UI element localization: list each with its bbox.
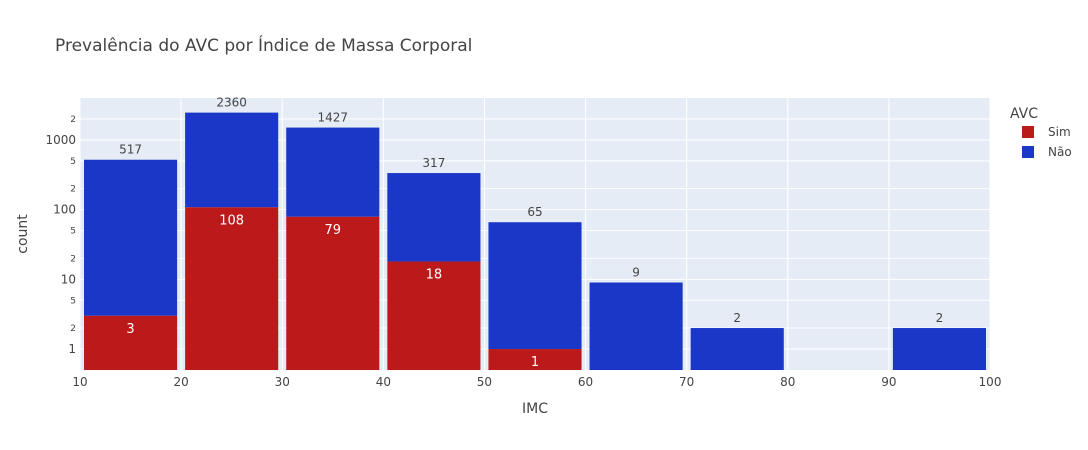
legend-swatch-1 [1022, 146, 1034, 158]
x-axis-title: IMC [522, 401, 548, 417]
bar-sim [488, 349, 582, 370]
y-tick-label: 10 [61, 272, 76, 286]
bar-label-sim: 108 [219, 213, 244, 228]
y-minor-tick-label: 2 [70, 185, 76, 195]
y-tick-label: 1000 [45, 133, 76, 147]
x-tick-label: 60 [578, 375, 593, 389]
y-minor-tick-label: 5 [70, 227, 76, 237]
bar-label-nao: 2 [936, 311, 944, 325]
y-minor-tick-label: 2 [70, 254, 76, 264]
y-minor-tick-label: 5 [70, 157, 76, 167]
bar-nao [488, 222, 582, 350]
x-tick-label: 80 [780, 375, 795, 389]
y-minor-tick-label: 2 [70, 115, 76, 125]
x-tick-label: 30 [275, 375, 290, 389]
x-tick-label: 90 [881, 375, 896, 389]
bar-label-nao: 317 [422, 156, 445, 170]
bar-label-sim: 18 [426, 268, 443, 283]
x-tick-label: 50 [477, 375, 492, 389]
y-minor-tick-label: 2 [70, 324, 76, 334]
bar-sim [84, 315, 178, 370]
chart-title: Prevalência do AVC por Índice de Massa C… [55, 34, 472, 56]
legend-label-0: Sim [1048, 125, 1071, 139]
bar-nao [589, 282, 683, 370]
bar-label-sim: 79 [325, 223, 342, 238]
bar-nao [84, 159, 178, 316]
legend-swatch-0 [1022, 126, 1034, 138]
bar-nao [185, 112, 279, 208]
x-tick-label: 20 [173, 375, 188, 389]
bar-label-sim: 3 [126, 322, 134, 337]
x-tick-label: 40 [376, 375, 391, 389]
legend-title: AVC [1010, 106, 1038, 122]
bar-label-nao: 65 [527, 205, 542, 219]
bar-nao [690, 328, 784, 370]
bar-label-nao: 2360 [216, 96, 247, 110]
x-tick-label: 100 [979, 375, 1002, 389]
y-tick-label: 1 [68, 342, 76, 356]
y-tick-label: 100 [53, 203, 76, 217]
bar-nao [286, 127, 380, 217]
bar-label-nao: 9 [632, 266, 640, 280]
bar-sim [387, 261, 481, 370]
bar-sim [185, 207, 279, 370]
x-tick-label: 10 [72, 375, 87, 389]
x-tick-label: 70 [679, 375, 694, 389]
y-minor-tick-label: 5 [70, 296, 76, 306]
bar-label-nao: 2 [733, 311, 741, 325]
bar-nao [387, 173, 481, 262]
bar-label-sim: 1 [531, 355, 539, 370]
bar-nao [892, 328, 986, 370]
legend-label-1: Não [1048, 145, 1072, 159]
bar-label-nao: 1427 [318, 111, 349, 125]
y-axis-title: count [15, 214, 31, 254]
bar-sim [286, 216, 380, 370]
bar-label-nao: 517 [119, 143, 142, 157]
